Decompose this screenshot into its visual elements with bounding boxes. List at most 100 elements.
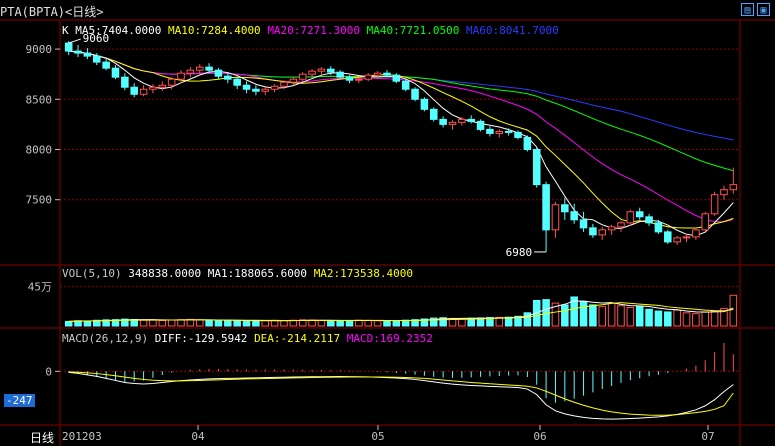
ma60-line — [68, 50, 734, 141]
diff-legend: DIFF:-129.5942 — [154, 332, 248, 345]
volume-bar — [589, 304, 597, 327]
candle-body — [327, 68, 335, 73]
candle-body — [598, 229, 607, 236]
dea-legend: DEA:-214.2117 — [254, 332, 341, 345]
volume-bar — [392, 320, 401, 327]
x-tick-label-07: 07 — [701, 430, 714, 443]
volume-bar — [252, 320, 260, 327]
ma40-line — [68, 50, 734, 172]
candle-body — [561, 204, 569, 213]
candle-body — [448, 121, 457, 125]
volume-bar — [523, 312, 532, 327]
x-tick-label-05: 05 — [371, 430, 384, 443]
candle-body — [261, 88, 270, 92]
ma10-line — [68, 50, 734, 229]
date-start-label: 201203 — [62, 430, 102, 443]
price-tick-label: 7500 — [26, 194, 53, 207]
volume-bar — [345, 320, 354, 327]
macd-tick-label: 0 — [45, 365, 52, 378]
volume-bar — [645, 308, 653, 327]
volume-bar — [373, 320, 382, 327]
candle-body — [504, 130, 513, 133]
candle-body — [645, 216, 653, 224]
volume-bar — [654, 310, 663, 327]
restore-icon[interactable]: ▤ — [741, 3, 754, 16]
candle-body — [242, 84, 251, 90]
candle-body — [195, 66, 204, 71]
candle-body — [130, 86, 138, 95]
volume-bar — [495, 316, 504, 327]
ma20-legend: MA20:7271.3000 — [267, 24, 361, 37]
x-tick-label-04: 04 — [191, 430, 205, 443]
diff-line — [68, 371, 734, 420]
candle-body — [551, 204, 560, 231]
window-icon[interactable]: ▣ — [757, 3, 770, 16]
volume-bar — [429, 317, 438, 327]
candle-body — [692, 229, 700, 238]
candle-body — [121, 76, 129, 88]
x-tick-label-06: 06 — [533, 430, 546, 443]
macd-value-legend: MACD:169.2352 — [346, 332, 433, 345]
volume-bar — [486, 317, 494, 327]
volume-bar — [635, 306, 644, 327]
candle-body — [401, 80, 410, 90]
volume-bar — [205, 319, 213, 327]
volume-bar — [92, 319, 101, 327]
volume-bar — [64, 320, 73, 327]
candle-body — [514, 131, 522, 138]
volume-bar — [411, 319, 419, 327]
candle-body — [92, 55, 101, 63]
ma5-legend: MA5:7404.0000 — [75, 24, 162, 37]
volume-bar — [617, 305, 625, 327]
volume-bar — [121, 318, 129, 327]
candle-body — [458, 118, 466, 123]
candle-body — [542, 184, 550, 231]
candle-body — [102, 61, 110, 69]
candle-body — [139, 88, 148, 95]
volume-bar — [626, 307, 635, 327]
candle-body — [158, 84, 167, 88]
candle-body — [617, 222, 625, 228]
volume-bar — [233, 320, 241, 327]
volume-bar — [439, 317, 447, 327]
low-annotation: 6980 — [506, 246, 533, 259]
volume-bar — [355, 319, 363, 327]
candle-body — [682, 236, 691, 239]
candle-body — [532, 149, 541, 186]
volume-bar — [167, 319, 176, 327]
volume-bar — [607, 302, 616, 327]
candle-body — [476, 120, 485, 130]
candle-body — [429, 108, 438, 120]
candle-body — [214, 69, 223, 77]
candle-body — [729, 184, 738, 191]
volume-bar — [420, 318, 429, 327]
candle-body — [111, 67, 120, 78]
candle-body — [673, 237, 681, 243]
candle-body — [626, 211, 635, 224]
candle-body — [149, 86, 157, 90]
candle-body — [186, 69, 195, 74]
high-annotation: 9060 — [83, 32, 110, 45]
price-tick-label: 8500 — [26, 93, 53, 106]
volume-bar — [214, 320, 223, 327]
period-label[interactable]: 日线 — [30, 431, 55, 445]
volume-bar — [692, 313, 700, 327]
volume-bar — [579, 300, 588, 327]
volume-bar — [224, 319, 232, 327]
candle-body — [635, 211, 644, 218]
candle-body — [523, 136, 532, 151]
volume-tick-label: 45万 — [28, 280, 52, 293]
volume-bar — [177, 319, 185, 327]
volume-bar — [710, 310, 719, 327]
candle-body — [392, 74, 401, 82]
candle-body — [701, 213, 710, 231]
volume-bar — [158, 320, 167, 327]
candle-body — [570, 211, 578, 221]
candle-body — [167, 78, 176, 86]
volume-bar — [664, 311, 672, 327]
candle-body — [607, 226, 616, 231]
volume-bar — [327, 320, 335, 327]
candle-body — [420, 98, 429, 110]
ma40-legend: MA40:7721.0500 — [366, 24, 460, 37]
candle-body — [289, 78, 298, 83]
